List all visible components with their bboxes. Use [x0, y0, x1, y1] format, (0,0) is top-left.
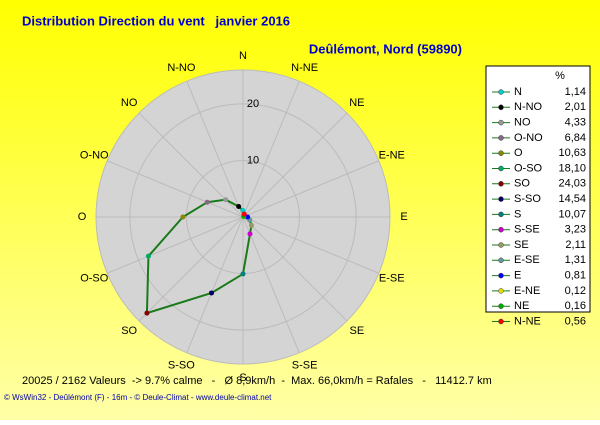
legend-label: SO: [514, 178, 530, 190]
legend-swatch: [498, 119, 504, 126]
legend-value: 4,33: [565, 117, 586, 129]
legend-header: %: [555, 70, 565, 82]
legend-value: 1,31: [565, 254, 586, 266]
legend-swatch: [498, 196, 504, 202]
direction-label: SE: [350, 325, 365, 337]
legend-swatch: [498, 181, 504, 187]
legend-value: 0,16: [565, 300, 586, 312]
direction-label: E: [400, 211, 407, 223]
direction-label: NO: [121, 97, 138, 109]
spoke: [242, 216, 348, 322]
legend-value: 3,23: [565, 224, 586, 236]
direction-label: O-NO: [80, 149, 109, 161]
data-point: [247, 231, 253, 237]
credit: © WsWin32 - Deûlémont (F) - 16m - © Deul…: [4, 393, 272, 402]
legend-value: 10,63: [558, 147, 586, 159]
legend-swatch: [498, 257, 504, 264]
legend-swatch: [498, 104, 504, 111]
data-point: [248, 222, 254, 228]
chart-subtitle: Deûlémont, Nord (59890): [309, 41, 462, 56]
data-point: [241, 211, 247, 217]
legend-swatch: [498, 211, 504, 218]
direction-label: SO: [121, 325, 137, 337]
spoke: [242, 160, 380, 218]
spoke: [106, 160, 244, 218]
legend-label: NE: [514, 300, 529, 312]
legend-swatch: [498, 226, 504, 233]
legend-swatch: [498, 288, 504, 294]
spoke: [242, 80, 300, 218]
legend-value: 0,81: [565, 270, 586, 282]
legend-swatch: [498, 135, 504, 141]
data-point: [240, 271, 246, 277]
legend-value: 0,12: [565, 285, 586, 297]
legend-label: S-SO: [514, 193, 541, 205]
spoke: [106, 216, 244, 274]
legend-swatch: [498, 165, 504, 172]
data-point: [204, 199, 210, 205]
direction-label: E-NE: [379, 149, 405, 161]
legend-label: O-NO: [514, 132, 543, 144]
legend-label: O-SO: [514, 162, 543, 174]
footer: 20025 / 2162 Valeurs -> 9.7% calme - Ø 8…: [22, 375, 492, 387]
legend-label: S-SE: [514, 224, 540, 236]
legend-value: 24,03: [558, 178, 586, 190]
spoke: [242, 216, 380, 274]
legend-value: 1,14: [565, 86, 586, 98]
legend-value: 18,10: [558, 162, 586, 174]
legend-label: N-NO: [514, 101, 543, 113]
legend-value: 6,84: [565, 132, 586, 144]
legend-value: 10,07: [558, 208, 586, 220]
r-tick-label: 10: [247, 154, 259, 166]
data-point: [209, 290, 215, 296]
direction-label: O: [78, 211, 87, 223]
legend-swatch: [498, 318, 504, 325]
legend-label: SE: [514, 239, 529, 251]
spoke: [186, 216, 244, 354]
direction-label: S: [239, 372, 246, 384]
data-point: [144, 310, 150, 316]
spoke: [138, 216, 244, 322]
legend-value: 14,54: [558, 193, 586, 205]
direction-label: N-NE: [291, 62, 318, 74]
direction-label: E-SE: [379, 273, 405, 285]
spoke: [186, 80, 244, 218]
legend-label: E: [514, 270, 521, 282]
legend-label: O: [514, 147, 523, 159]
r-tick-label: 20: [247, 98, 259, 110]
legend-label: N: [514, 86, 522, 98]
legend-value: 0,56: [565, 315, 586, 327]
data-point: [145, 253, 151, 259]
legend-value: 2,01: [565, 101, 586, 113]
spoke: [242, 216, 300, 354]
data-point: [236, 204, 242, 210]
direction-label: NE: [349, 97, 364, 109]
legend-label: E-SE: [514, 254, 540, 266]
chart-title: Distribution Direction du vent janvier 2…: [22, 13, 290, 28]
legend-label: NO: [514, 117, 531, 129]
legend-value: 2,11: [565, 239, 586, 251]
legend-swatch: [498, 89, 504, 95]
direction-label: N-NO: [167, 62, 196, 74]
direction-label: O-SO: [80, 273, 109, 285]
direction-label: S-SO: [168, 360, 195, 372]
data-point: [245, 214, 251, 220]
direction-label: N: [239, 50, 247, 62]
legend-swatch: [498, 242, 504, 248]
legend-swatch: [498, 150, 504, 156]
data-point: [180, 214, 186, 220]
legend-swatch: [498, 303, 504, 309]
direction-label: S-SE: [292, 360, 318, 372]
legend-label: E-NE: [514, 285, 540, 297]
legend-swatch: [498, 272, 504, 279]
spoke: [242, 112, 348, 218]
legend-label: N-NE: [514, 315, 541, 327]
legend-label: S: [514, 208, 521, 220]
data-point: [223, 197, 229, 203]
